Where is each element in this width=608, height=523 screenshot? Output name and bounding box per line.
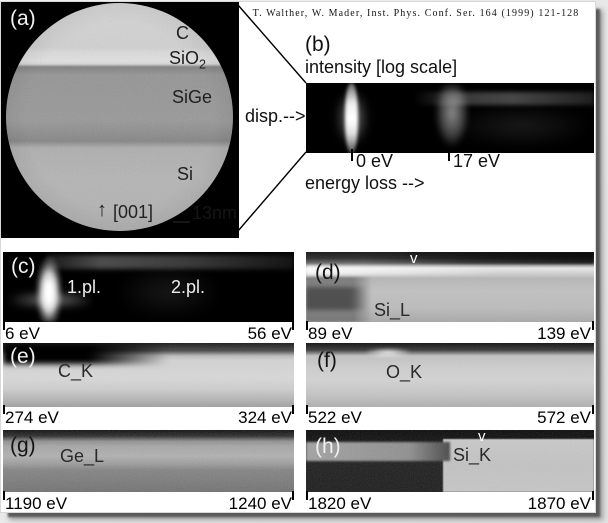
faint-top-band	[414, 92, 594, 105]
panel-g-image: (g) Ge_L	[3, 430, 294, 492]
plasmon-flare	[11, 292, 91, 308]
tick-left	[3, 405, 5, 414]
panel-d-label: (d)	[315, 261, 341, 284]
aperture-vignette	[6, 3, 233, 231]
marker-v: v	[410, 252, 418, 267]
energy-min-c: 6 eV	[5, 324, 40, 343]
tick-right	[592, 405, 594, 414]
tick-left	[306, 321, 308, 330]
edge-label-si-l: Si_L	[374, 300, 411, 320]
energy-max-h: 1870 eV	[527, 494, 591, 513]
specimen-aperture-circle	[6, 3, 233, 231]
pre-edge-darker-band	[306, 287, 368, 310]
energy-max-d: 139 eV	[537, 324, 591, 343]
image-noise	[306, 343, 594, 407]
panel-a-tem-image: (a) C SiO2 SiGe Si ↑ [001] 13nm	[1, 2, 239, 238]
zero-loss-line	[345, 83, 358, 153]
energy-min-h: 1820 eV	[308, 494, 372, 513]
layer-label-si: Si	[177, 164, 194, 184]
energy-max-g: 1240 eV	[228, 494, 292, 513]
tick-right	[292, 491, 294, 500]
tick-left	[306, 491, 308, 500]
orientation-label: [001]	[113, 202, 154, 222]
scale-bar-label: 13nm	[192, 203, 238, 223]
energy-max-c: 56 eV	[247, 324, 292, 343]
bright-oxide-spot	[366, 348, 410, 357]
edge-label-ge-l: Ge_L	[60, 446, 105, 466]
panel-h-label: (h)	[315, 435, 341, 458]
tick-right	[592, 491, 594, 500]
layer-label-sige: SiGe	[172, 87, 213, 107]
edge-label-c-k: C_K	[58, 361, 94, 381]
dark-top-patch	[3, 343, 168, 364]
first-plasmon-streak	[34, 256, 64, 322]
edge-label-o-k: O_K	[386, 362, 423, 382]
marker-v: v	[478, 430, 486, 445]
tick-17ev	[448, 149, 450, 161]
tick-0ev	[351, 149, 353, 161]
tick-right	[292, 321, 294, 330]
panel-d-image: (d) v Si_L	[306, 252, 594, 322]
faint-glow	[456, 107, 586, 145]
plasmon-blob	[432, 85, 472, 151]
figure-canvas: (a) C SiO2 SiGe Si ↑ [001] 13nm T. Walth…	[1, 2, 595, 513]
layer-label-sio2-text: SiO	[169, 48, 200, 68]
panel-c-label: (c)	[11, 255, 36, 278]
energy-min-d: 89 eV	[308, 324, 353, 343]
tick-left	[3, 491, 5, 500]
citation: T. Walther, W. Mader, Inst. Phys. Conf. …	[252, 8, 580, 19]
tick-left	[306, 405, 308, 414]
panel-b-spectrum-image	[306, 83, 594, 153]
tick-label-0ev: 0 eV	[356, 151, 394, 171]
panel-b-title: intensity [log scale]	[305, 57, 458, 77]
growth-direction-arrow-icon: ↑	[97, 199, 107, 221]
tick-right	[292, 405, 294, 414]
annotation-first-plasmon: 1.pl.	[67, 277, 102, 297]
energy-max-f: 572 eV	[537, 408, 591, 427]
layer-label-sio2: SiO2	[169, 48, 206, 72]
panel-f-label: (f)	[317, 349, 337, 372]
annotation-second-plasmon: 2.pl.	[171, 277, 206, 297]
panel-h-image: (h) v Si_K	[306, 430, 594, 492]
image-noise	[3, 430, 294, 492]
energy-axis-label: energy loss -->	[305, 173, 425, 193]
bright-interface-line	[306, 266, 501, 275]
scale-bar	[173, 221, 190, 223]
panel-f-image: (f) O_K	[306, 343, 594, 407]
tick-label-17ev: 17 eV	[453, 151, 501, 171]
layer-label-sio2-subscript: 2	[199, 57, 207, 72]
panel-g-label: (g)	[10, 434, 36, 457]
tick-left	[3, 321, 5, 330]
dispersion-direction-label: disp.-->	[245, 106, 306, 126]
energy-min-g: 1190 eV	[5, 494, 68, 513]
dark-top-band	[366, 252, 594, 264]
energy-max-e: 324 eV	[238, 408, 292, 427]
surface-band	[47, 255, 294, 269]
callout-line-bottom	[237, 151, 307, 232]
panel-a-label: (a)	[10, 7, 36, 30]
panel-c-image: (c) 1.pl. 2.pl.	[3, 252, 294, 322]
panel-e-image: (e) C_K	[3, 343, 294, 407]
panel-b-label: (b)	[305, 33, 331, 56]
energy-min-f: 522 eV	[308, 408, 362, 427]
edge-label-si-k: Si_K	[453, 445, 492, 465]
tick-right	[592, 321, 594, 330]
layer-label-c: C	[176, 23, 189, 43]
energy-min-e: 274 eV	[5, 408, 59, 427]
panel-e-label: (e)	[10, 345, 36, 368]
second-plasmon-glow	[121, 268, 216, 316]
